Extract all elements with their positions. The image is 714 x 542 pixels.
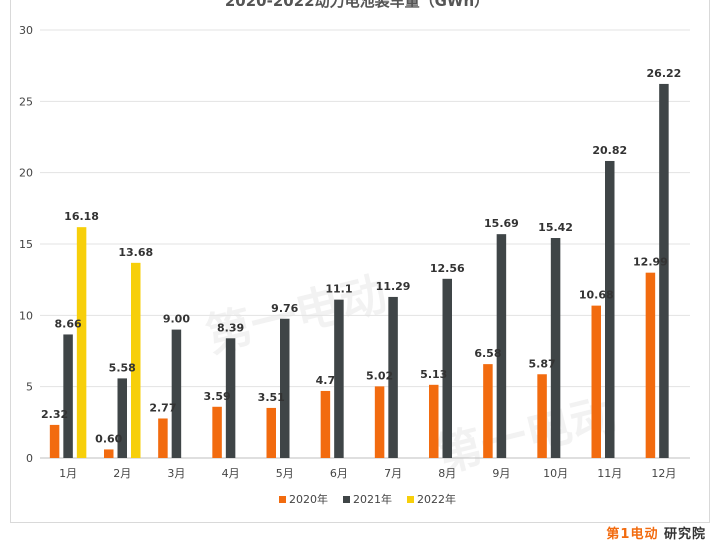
legend-label: 2022年 <box>417 492 456 506</box>
legend-label: 2021年 <box>353 492 392 506</box>
bar <box>158 418 168 458</box>
y-tick-label: 30 <box>19 24 33 37</box>
bar <box>592 306 602 458</box>
bar <box>104 449 114 458</box>
legend-swatch <box>407 496 414 503</box>
data-label: 9.76 <box>271 302 298 315</box>
legend-label: 2020年 <box>289 492 328 506</box>
data-label: 4.7 <box>316 374 336 387</box>
data-label: 12.56 <box>430 262 465 275</box>
x-tick-label: 12月 <box>651 467 676 480</box>
data-label: 8.39 <box>217 321 244 334</box>
data-label: 6.58 <box>474 347 501 360</box>
data-label: 2.77 <box>149 401 176 414</box>
bar <box>280 319 290 458</box>
y-tick-label: 25 <box>19 95 33 108</box>
y-axis-ticks: 0 5 10 15 20 25 30 <box>19 24 33 465</box>
bar <box>483 364 493 458</box>
bar <box>537 374 547 458</box>
data-label: 8.66 <box>55 317 82 330</box>
data-label: 5.87 <box>529 357 556 370</box>
x-tick-label: 1月 <box>59 467 77 480</box>
y-tick-label: 20 <box>19 167 33 180</box>
x-tick-label: 2月 <box>113 467 131 480</box>
data-label: 15.69 <box>484 217 519 230</box>
data-label: 11.1 <box>325 283 352 296</box>
data-label: 26.22 <box>647 67 682 80</box>
logo-mark: 第1电动 <box>606 527 658 542</box>
bar <box>77 227 87 458</box>
legend-swatch <box>343 496 350 503</box>
x-tick-label: 3月 <box>167 467 185 480</box>
bar <box>497 234 507 458</box>
data-label: 0.60 <box>95 432 122 445</box>
y-tick-label: 10 <box>19 309 33 322</box>
x-tick-label: 7月 <box>384 467 402 480</box>
data-label: 3.51 <box>258 391 285 404</box>
y-tick-label: 5 <box>26 381 33 394</box>
legend-swatch <box>279 496 286 503</box>
bar <box>646 273 656 458</box>
x-tick-label: 10月 <box>543 467 568 480</box>
data-label: 11.29 <box>376 280 411 293</box>
data-label: 20.82 <box>592 144 627 157</box>
x-axis-ticks: 1月 2月 3月 4月 5月 6月 7月 8月 9月 10月 11月 12月 <box>59 467 676 480</box>
bar <box>334 300 344 458</box>
bar <box>551 238 561 458</box>
bar <box>659 84 669 458</box>
data-label: 15.42 <box>538 221 573 234</box>
bar <box>118 378 128 458</box>
data-label: 12.99 <box>633 256 668 269</box>
x-tick-label: 11月 <box>597 467 622 480</box>
bar <box>267 408 277 458</box>
y-tick-label: 15 <box>19 238 33 251</box>
bar <box>63 334 72 458</box>
publisher-logo: 第1电动 研究院 <box>606 523 706 539</box>
data-label: 10.68 <box>579 289 614 302</box>
bar <box>50 425 60 458</box>
data-label: 3.59 <box>204 390 231 403</box>
x-tick-label: 8月 <box>438 467 456 480</box>
logo-text: 研究院 <box>664 527 706 542</box>
bar <box>605 161 615 458</box>
legend: 2020年 2021年 2022年 <box>279 492 456 506</box>
bar <box>212 407 222 458</box>
data-label: 5.02 <box>366 369 393 382</box>
data-label: 13.68 <box>118 246 153 259</box>
data-label: 5.13 <box>420 368 447 381</box>
data-label: 2.32 <box>41 408 68 421</box>
x-tick-label: 9月 <box>492 467 510 480</box>
x-tick-label: 6月 <box>330 467 348 480</box>
data-label: 16.18 <box>64 210 99 223</box>
bar <box>172 330 182 458</box>
bar <box>429 385 439 458</box>
x-tick-label: 5月 <box>276 467 294 480</box>
bar <box>375 386 385 458</box>
data-label: 9.00 <box>163 313 190 326</box>
data-label: 5.58 <box>109 361 136 374</box>
y-tick-label: 0 <box>26 452 33 465</box>
x-tick-label: 4月 <box>222 467 240 480</box>
bar <box>321 391 331 458</box>
